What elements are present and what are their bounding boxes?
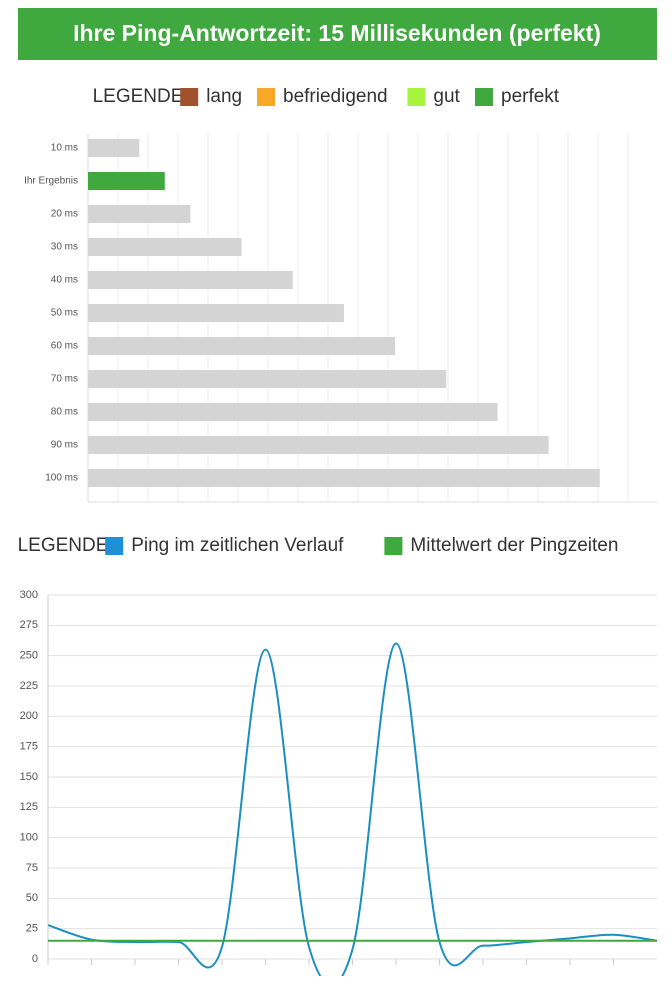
bar: [88, 403, 498, 421]
y-tick-label: 25: [26, 923, 38, 935]
legend-swatch: [407, 88, 426, 106]
y-tick-label: 60 ms: [51, 341, 78, 352]
y-tick-label: 70 ms: [51, 374, 78, 385]
legend-label: befriedigend: [283, 86, 388, 107]
legend-label: lang: [206, 86, 242, 107]
y-tick-label: 10 ms: [51, 143, 78, 154]
y-tick-label: 125: [20, 801, 38, 813]
bar: [88, 205, 191, 223]
legend-swatch: [475, 88, 493, 106]
legend-swatch: [180, 88, 199, 106]
y-tick-label: 75: [26, 862, 38, 874]
legend-swatch: [384, 537, 403, 555]
y-tick-label: 225: [20, 680, 38, 692]
legend-title: LEGENDE:: [18, 535, 114, 556]
y-tick-label: 175: [20, 741, 38, 753]
legend-label: Ping im zeitlichen Verlauf: [131, 535, 344, 556]
bar: [88, 139, 140, 157]
legend-title: LEGENDE:: [93, 86, 189, 107]
bar: [88, 370, 447, 388]
legend-label: gut: [433, 86, 460, 107]
y-tick-label: 300: [20, 589, 38, 601]
bar: [88, 304, 344, 322]
y-tick-label: 30 ms: [51, 242, 78, 253]
legend-swatch: [257, 88, 275, 106]
y-tick-label: 40 ms: [51, 275, 78, 286]
y-tick-label: 0: [32, 953, 38, 965]
bar: [88, 238, 242, 256]
y-tick-label: 20 ms: [51, 209, 78, 220]
y-tick-label: 150: [20, 771, 38, 783]
y-tick-label: 100: [20, 832, 38, 844]
header-title: Ihre Ping-Antwortzeit: 15 Millisekunden …: [73, 20, 601, 46]
bar: [88, 172, 165, 190]
header-bar: [18, 8, 657, 60]
y-tick-label: 200: [20, 710, 38, 722]
bar: [88, 337, 396, 355]
y-tick-label: 275: [20, 619, 38, 631]
y-tick-label: 250: [20, 650, 38, 662]
y-tick-label: 100 ms: [45, 473, 78, 484]
y-tick-label: 90 ms: [51, 440, 78, 451]
y-tick-label: 80 ms: [51, 407, 78, 418]
y-tick-label: 50 ms: [51, 308, 78, 319]
legend-label: Mittelwert der Pingzeiten: [410, 535, 618, 556]
bar: [88, 436, 549, 454]
series-line: [47, 642, 658, 981]
bar: [88, 271, 293, 289]
legend-label: perfekt: [501, 86, 560, 107]
bar: [88, 469, 600, 487]
y-tick-label: 50: [26, 892, 38, 904]
legend-swatch: [105, 537, 124, 555]
y-tick-label: Ihr Ergebnis: [24, 176, 78, 187]
